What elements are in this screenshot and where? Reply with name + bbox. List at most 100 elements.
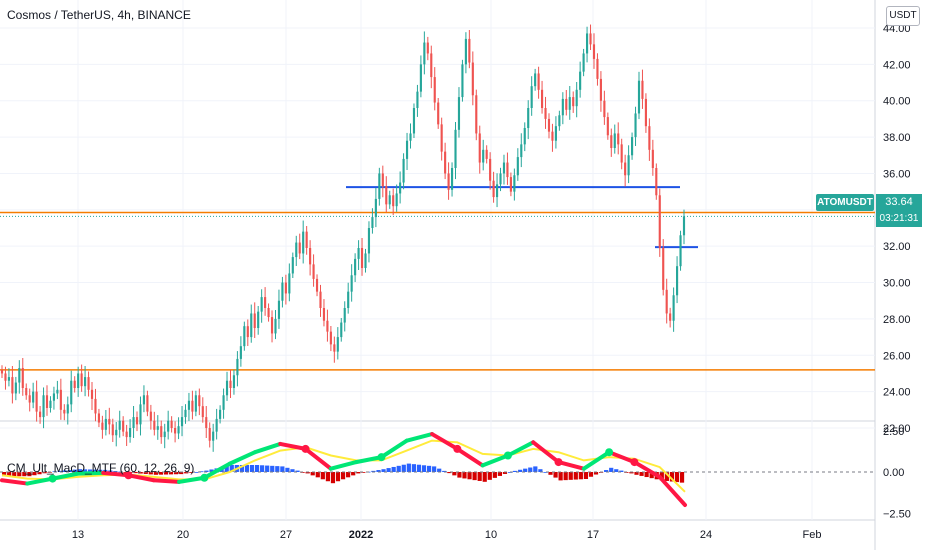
indicator-label: CM_Ult_MacD_MTF (60, 12, 26, 9)	[7, 461, 195, 475]
macd-histogram-bar	[265, 465, 270, 472]
macd-histogram-bar	[330, 472, 336, 484]
candle-body	[295, 242, 298, 258]
candle-body	[281, 282, 284, 301]
candle-body	[482, 149, 485, 163]
macd-line-segment	[379, 438, 409, 460]
macd-histogram-bar	[260, 465, 265, 472]
candle-body	[624, 162, 627, 176]
candle-body	[558, 115, 561, 127]
candle-body	[565, 98, 568, 110]
candle-body	[662, 248, 665, 290]
macd-histogram-bar	[158, 472, 164, 475]
candle-body	[246, 326, 249, 338]
candle-body	[104, 418, 107, 430]
macd-histogram-bar	[406, 463, 411, 472]
candle-body	[409, 133, 412, 141]
macd-histogram-bar	[82, 469, 88, 472]
macd-histogram-bar	[593, 472, 599, 475]
macd-histogram-bar	[381, 469, 386, 472]
macd-histogram-bar	[204, 470, 209, 472]
candle-body	[90, 389, 94, 399]
currency-button[interactable]: USDT	[886, 6, 920, 26]
candle-body	[648, 126, 651, 150]
macd-histogram-bar	[411, 464, 416, 472]
candle-body	[122, 420, 125, 432]
candle-body	[651, 149, 654, 168]
candle-body	[319, 291, 322, 308]
macd-histogram-bar	[512, 470, 518, 472]
macd-histogram-bar	[42, 472, 47, 474]
y-tick-label: 40.00	[883, 96, 911, 108]
candle-body	[39, 411, 42, 418]
macd-histogram-bar	[62, 470, 67, 472]
candle-body	[77, 373, 80, 388]
macd-line-segment	[252, 441, 283, 455]
macd-line-segment	[303, 446, 333, 471]
macd-histogram-bar	[224, 466, 229, 472]
macd-histogram-bar	[346, 472, 351, 478]
candle-body	[513, 175, 516, 192]
candle-body	[537, 73, 540, 90]
macd-histogram-bar	[452, 472, 457, 476]
macd-histogram-bar	[376, 470, 381, 472]
macd-cross-dot	[605, 448, 614, 457]
candle-body	[163, 431, 166, 438]
candle-body	[257, 311, 260, 328]
candle-body	[305, 231, 308, 248]
candle-body	[613, 133, 616, 148]
candle-body	[333, 344, 336, 352]
candle-body	[267, 308, 270, 318]
candle-body	[672, 295, 675, 321]
macd-histogram-bar	[674, 472, 680, 483]
candle-body	[309, 248, 312, 265]
candle-body	[142, 395, 146, 405]
macd-line-segment	[278, 441, 308, 451]
price-tag-symbol: ATOMUSDT	[816, 194, 874, 211]
macd-histogram-bar	[168, 472, 174, 475]
candle-body	[347, 291, 350, 308]
macd-line-segment	[75, 470, 106, 476]
candle-body	[97, 413, 101, 423]
candle-body	[250, 313, 253, 338]
candle-body	[108, 418, 111, 425]
macd-histogram-bar	[361, 472, 366, 473]
candle-body	[14, 382, 17, 394]
macd-cross-dot	[301, 444, 310, 453]
macd-histogram-bar	[588, 472, 594, 477]
candle-body	[28, 395, 31, 403]
candle-body	[378, 173, 381, 199]
candle-body	[582, 53, 585, 72]
macd-histogram-bar	[280, 466, 285, 472]
macd-line-segment	[126, 473, 156, 483]
macd-histogram-bar	[487, 472, 492, 480]
macd-histogram-bar	[295, 470, 300, 472]
candle-body	[7, 377, 10, 381]
candle-body	[561, 98, 564, 116]
candle-body	[135, 417, 139, 425]
candle-body	[423, 42, 426, 65]
candle-body	[367, 228, 371, 254]
macd-histogram-bar	[209, 469, 214, 472]
macd-histogram-bar	[199, 471, 204, 473]
macd-histogram-bar	[371, 470, 376, 472]
candle-body	[322, 308, 326, 321]
macd-histogram-bar	[315, 472, 320, 478]
candle-body	[21, 368, 24, 388]
candle-body	[302, 231, 305, 254]
macd-histogram-bar	[659, 472, 664, 481]
macd-histogram-bar	[583, 472, 589, 479]
candle-body	[395, 193, 398, 207]
y-tick-label: 36.00	[883, 168, 911, 180]
candle-body	[547, 118, 551, 132]
candle-body	[440, 124, 443, 152]
candle-body	[630, 137, 634, 156]
price-tag-price: 33.64	[876, 194, 922, 211]
macd-histogram-bar	[482, 472, 487, 482]
macd-line-segment	[505, 440, 536, 458]
candle-body	[606, 117, 609, 136]
candle-body	[485, 149, 488, 159]
candle-body	[129, 428, 132, 438]
candle-body	[87, 377, 90, 390]
candle-body	[534, 73, 537, 87]
